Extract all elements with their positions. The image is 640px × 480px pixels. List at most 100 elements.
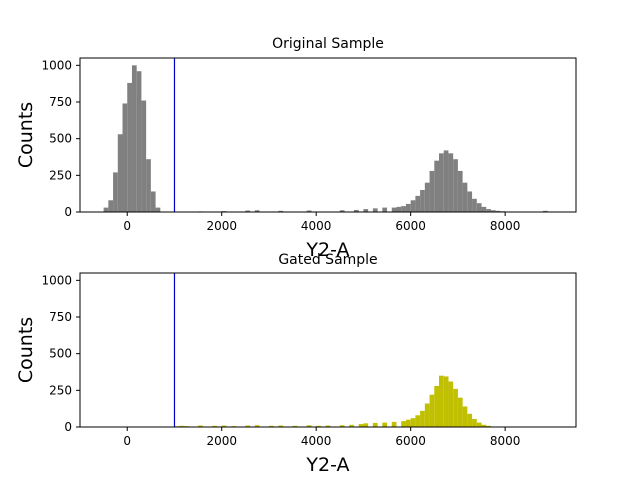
histogram-bar [372,422,378,427]
y-tick-label: 500 [49,347,72,361]
x-tick-label: 6000 [395,434,426,448]
x-tick-label: 2000 [206,219,237,233]
histogram-bar [486,425,491,427]
histogram-bar [405,203,411,212]
y-tick-label: 750 [49,310,72,324]
histogram-bar [179,425,184,427]
histogram-bar [476,422,482,427]
histogram-bar [401,206,406,212]
chart-title: Gated Sample [278,252,377,268]
y-tick-label: 750 [49,95,72,109]
histogram-bar [117,134,123,212]
histogram-bar [254,425,260,427]
histogram-bar [429,170,435,212]
histogram-bar [382,207,388,212]
histogram-bar [306,210,312,212]
histogram-bar [481,424,487,427]
histogram-bar [453,388,458,427]
histogram-bar [410,200,416,212]
histogram-bar [245,425,251,427]
panel-original-sample: 0 2000 4000 6000 8000 0 250 500 750 1000 Original … [15,36,577,261]
histogram-bar [415,195,421,212]
y-tick-label: 0 [64,205,72,219]
x-tick-label: 4000 [301,434,332,448]
histogram-bar [495,210,501,212]
histogram-bar [391,207,397,212]
histogram-bar [453,159,458,212]
axes-frame [79,57,577,213]
histogram-bar [429,394,435,427]
histogram-bar [472,198,477,212]
histogram-bar [212,425,217,427]
histogram-bar [410,418,416,427]
histogram-bar [467,413,473,427]
histogram-bar [382,422,388,427]
histogram-bar [339,425,345,427]
histogram-bar [396,206,402,212]
panel-gated-sample: 0 2000 4000 6000 8000 0 250 500 750 1000 Gated Sam… [15,252,577,476]
x-tick-label: 0 [123,219,131,233]
axes-frame [79,272,577,428]
x-tick-label: 8000 [490,434,521,448]
histogram-bar [353,209,359,212]
y-axis-label: Counts [15,317,37,383]
histogram-bar [391,421,397,427]
histogram-bar [462,406,468,427]
histogram-bar [363,209,369,212]
histogram-bar [339,210,345,212]
histogram-bar [221,425,227,427]
histogram-bar [490,210,496,212]
histogram-bar [358,424,364,427]
y-tick-label: 1000 [41,273,72,287]
y-tick-label: 500 [49,132,72,146]
histogram-bar [415,415,421,427]
histogram-bar [424,403,430,427]
histogram-bar [245,210,251,212]
y-tick-label: 0 [64,420,72,434]
histogram-bar [363,423,369,427]
x-tick-label: 8000 [490,219,521,233]
y-tick-label: 1000 [41,58,72,72]
histogram-bar [254,210,260,212]
histogram-bar [127,82,132,213]
histogram-bar [155,207,161,212]
y-axis-label: Counts [15,102,37,168]
x-axis-label: Y2-A [305,454,349,476]
histogram-bar [349,424,354,427]
histogram-bar [472,418,477,427]
histogram-bar [122,103,128,212]
x-tick-label: 4000 [301,219,332,233]
histogram-bar [481,206,487,212]
histogram-bar [198,425,203,427]
histogram-bar [278,425,284,427]
histogram-bar [424,182,430,212]
histogram-bar [448,381,454,427]
histogram-bar [150,191,156,212]
histogram-bar [113,172,118,212]
histogram-bar [131,65,137,212]
histogram-bar [420,410,425,427]
histogram-bar [420,190,425,212]
histogram-bar [448,153,454,212]
x-tick-label: 2000 [206,434,237,448]
histogram-bar [486,209,491,212]
histogram-bar [278,210,284,212]
histogram-bar [103,207,109,212]
histogram-bar [405,419,411,427]
histogram-bar [462,182,468,212]
histogram-bar [268,425,274,427]
histogram-bar [542,210,548,212]
y-tick-label: 250 [49,168,72,182]
x-axis-label: Y2-A [305,239,349,261]
histogram-bar [476,203,482,212]
histogram-bars [103,65,548,213]
y-tick-label: 250 [49,383,72,397]
histogram-bar [306,425,312,427]
histogram-bar [439,153,444,212]
histogram-bar [457,170,463,212]
histogram-bar [443,376,449,427]
chart-title: Original Sample [272,36,384,52]
histogram-bar [434,385,440,427]
histogram-bar [146,159,151,212]
